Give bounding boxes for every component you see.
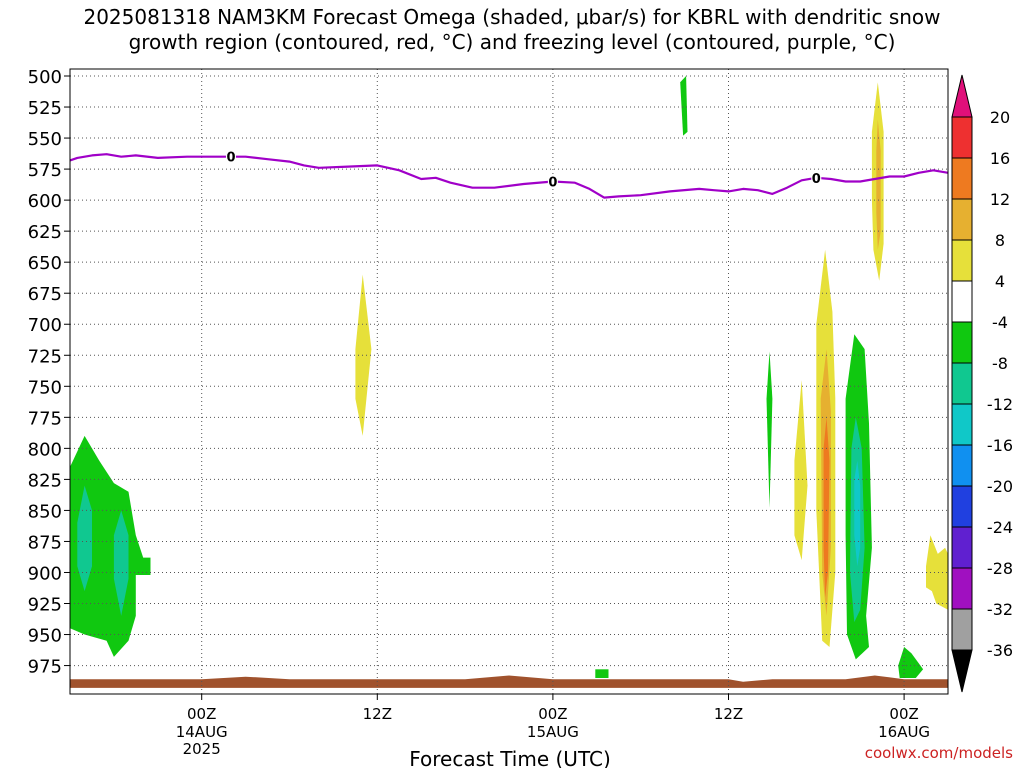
omega-region	[898, 647, 924, 678]
x-date-label: 15AUG	[527, 723, 579, 741]
y-tick-label: 825	[28, 470, 62, 491]
colorbar-band	[951, 526, 973, 569]
y-tick-label: 900	[28, 563, 62, 584]
colorbar-label: 12	[990, 190, 1010, 209]
y-tick-label: 925	[28, 595, 62, 616]
colorbar-label: 8	[995, 231, 1005, 250]
omega-region	[794, 380, 808, 561]
plot-frame	[69, 68, 949, 695]
omega-region	[355, 274, 372, 436]
x-axis-label: Forecast Time (UTC)	[409, 747, 611, 768]
omega-region	[854, 460, 861, 567]
colorbar-label: -36	[987, 641, 1013, 660]
terrain-fill	[70, 675, 948, 688]
x-date-label: 16AUG	[878, 723, 930, 741]
x-tick-label: 00Z	[889, 705, 918, 723]
colorbar-band	[951, 362, 973, 405]
chart-title-line2: growth region (contoured, red, °C) and f…	[128, 30, 896, 54]
omega-region	[876, 119, 881, 250]
grid-lines	[70, 69, 948, 694]
omega-region	[680, 76, 688, 136]
y-tick-label: 525	[28, 98, 62, 119]
colorbar-label: 4	[995, 272, 1005, 291]
y-tick-label: 675	[28, 284, 62, 305]
omega-shading	[70, 76, 948, 678]
colorbar-label: -8	[992, 354, 1008, 373]
x-tick-label: 12Z	[714, 705, 743, 723]
omega-colorbar: 20 16 12 8 4 -4 -8 -12 -16 -20 -24 -28 -32 -36	[951, 74, 1013, 693]
contour-label-bg	[225, 149, 236, 164]
colorbar-label: -32	[987, 600, 1013, 619]
x-date-label: 14AUG	[176, 723, 228, 741]
colorbar-band	[951, 157, 973, 200]
x-date-label: 2025	[183, 740, 221, 758]
colorbar-band	[951, 198, 973, 241]
omega-region	[766, 351, 773, 508]
y-tick-label: 575	[28, 160, 62, 181]
y-tick-label: 850	[28, 501, 62, 522]
colorbar-label: -4	[992, 313, 1008, 332]
colorbar-bottom-arrow	[951, 649, 973, 693]
colorbar-band	[951, 444, 973, 487]
omega-region	[823, 417, 830, 598]
x-tick-label: 00Z	[538, 705, 567, 723]
contour-label: 0	[812, 172, 821, 187]
colorbar-top-arrow	[951, 74, 973, 118]
colorbar-band	[951, 321, 973, 364]
x-tick-label: 00Z	[187, 705, 216, 723]
y-tick-label: 700	[28, 315, 62, 336]
colorbar-label: 16	[990, 149, 1010, 168]
contour-label: 0	[226, 151, 235, 166]
contour-label-bg	[547, 174, 558, 189]
colorbar-band	[951, 116, 973, 159]
y-tick-label: 600	[28, 191, 62, 212]
contour-label-bg	[811, 170, 822, 185]
omega-region	[70, 435, 151, 657]
omega-region	[595, 669, 609, 678]
colorbar-band	[951, 608, 973, 651]
colorbar-band	[951, 403, 973, 446]
credit-text: coolwx.com/models	[865, 744, 1013, 762]
colorbar-band	[951, 485, 973, 528]
freezing-level-line	[69, 153, 949, 199]
y-tick-label: 950	[28, 626, 62, 647]
omega-region	[113, 510, 129, 616]
colorbar-label: -20	[987, 477, 1013, 496]
y-tick-label: 750	[28, 377, 62, 398]
colorbar-label: -24	[987, 518, 1013, 537]
y-tick-label: 550	[28, 129, 62, 150]
colorbar-band	[951, 567, 973, 610]
x-tick-label: 12Z	[363, 705, 392, 723]
omega-region	[926, 535, 948, 610]
colorbar-label: 20	[990, 108, 1010, 127]
pressure-axis: 500 525 550 575 600 625 650 675 700 725 750 775 800 8…	[28, 67, 70, 678]
y-tick-label: 625	[28, 222, 62, 243]
y-tick-label: 800	[28, 439, 62, 460]
y-tick-label: 650	[28, 253, 62, 274]
y-tick-label: 500	[28, 67, 62, 88]
chart-title-line1: 2025081318 NAM3KM Forecast Omega (shaded…	[83, 5, 941, 29]
contour-label: 0	[548, 176, 557, 191]
y-tick-label: 975	[28, 657, 62, 678]
freezing-level-contour: 0 0 0	[69, 149, 949, 199]
colorbar-label: -12	[987, 395, 1013, 414]
colorbar-label: -16	[987, 436, 1013, 455]
omega-region	[77, 485, 92, 592]
y-tick-label: 775	[28, 408, 62, 429]
terrain-polygon	[70, 675, 948, 688]
y-tick-label: 725	[28, 346, 62, 367]
colorbar-band	[951, 239, 973, 282]
y-tick-label: 875	[28, 532, 62, 553]
colorbar-label: -28	[987, 559, 1013, 578]
colorbar-band	[951, 280, 973, 323]
